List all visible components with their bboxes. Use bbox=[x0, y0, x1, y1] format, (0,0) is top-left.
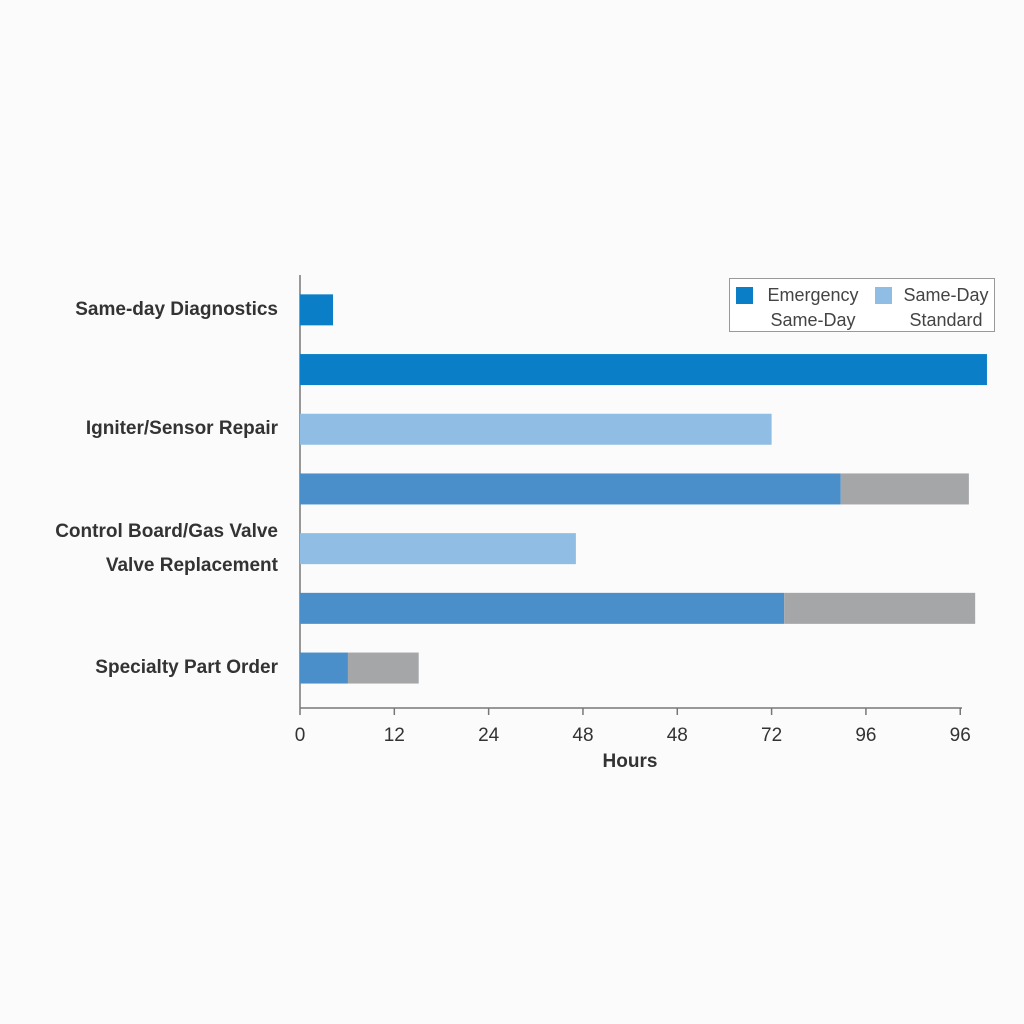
legend-item: Emergency Same-Day bbox=[736, 283, 865, 330]
y-tick-label: Same-day Diagnostics bbox=[75, 298, 278, 320]
legend-item: Same-Day Standard bbox=[875, 283, 992, 330]
x-tick-label: 0 bbox=[295, 725, 306, 746]
legend-swatch bbox=[875, 287, 892, 304]
y-tick-label: Specialty Part Order bbox=[95, 657, 278, 679]
y-tick-label: Control Board/Gas Valve Valve Replacemen… bbox=[55, 520, 278, 576]
legend-label: Emergency Same-Day bbox=[767, 285, 859, 330]
bar bbox=[840, 473, 969, 505]
bar bbox=[300, 473, 841, 505]
x-tick-label: 96 bbox=[855, 725, 876, 746]
x-tick-label: 72 bbox=[761, 725, 782, 746]
x-tick-label: 96 bbox=[950, 725, 971, 746]
bar bbox=[300, 533, 576, 565]
x-tick-label: 12 bbox=[384, 725, 405, 746]
bar bbox=[300, 294, 334, 326]
y-tick-label: Igniter/Sensor Repair bbox=[85, 418, 278, 440]
x-axis-title: Hours bbox=[603, 751, 658, 772]
x-tick-label: 48 bbox=[572, 725, 593, 746]
legend: Emergency Same-Day Same-Day Standard bbox=[729, 278, 995, 332]
bar bbox=[300, 413, 772, 445]
x-tick-label: 24 bbox=[478, 725, 500, 746]
legend-swatch bbox=[736, 287, 753, 304]
legend-label: Same-Day Standard bbox=[903, 285, 989, 330]
bar bbox=[784, 592, 976, 624]
x-tick-label: 48 bbox=[667, 725, 688, 746]
bar bbox=[300, 652, 348, 684]
bar bbox=[300, 592, 785, 624]
bar bbox=[300, 354, 987, 386]
bar bbox=[347, 652, 419, 684]
